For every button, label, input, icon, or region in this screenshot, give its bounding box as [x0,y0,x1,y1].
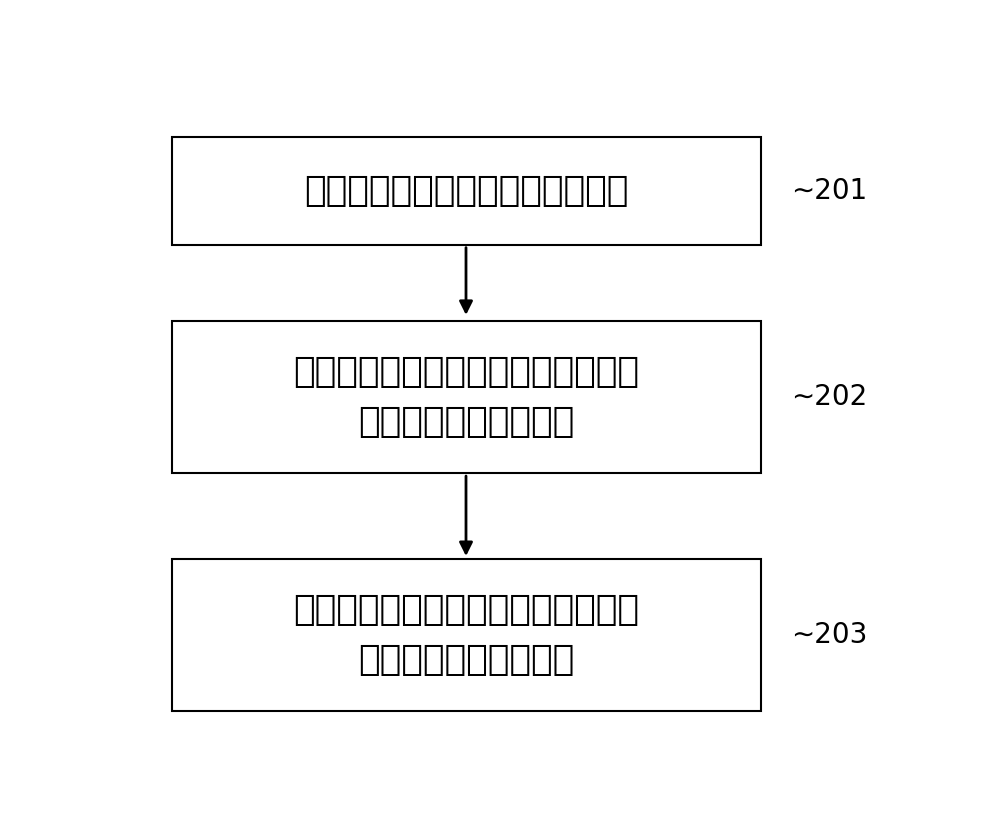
Text: ∼203: ∼203 [792,621,868,649]
Text: 采集室内所有预设位置的位置信息: 采集室内所有预设位置的位置信息 [304,174,628,208]
Text: 生成室内所有预设位置中每个位置的
位置信息对应的二维码: 生成室内所有预设位置中每个位置的 位置信息对应的二维码 [293,355,639,439]
Bar [172,321,761,473]
Text: ∼201: ∼201 [792,177,868,205]
Text: 将二维码存储在导航数据库中，得到
预先建立的室内连通图: 将二维码存储在导航数据库中，得到 预先建立的室内连通图 [293,593,639,677]
Bar [172,137,761,245]
Bar [172,559,761,711]
Text: ∼202: ∼202 [792,383,868,411]
